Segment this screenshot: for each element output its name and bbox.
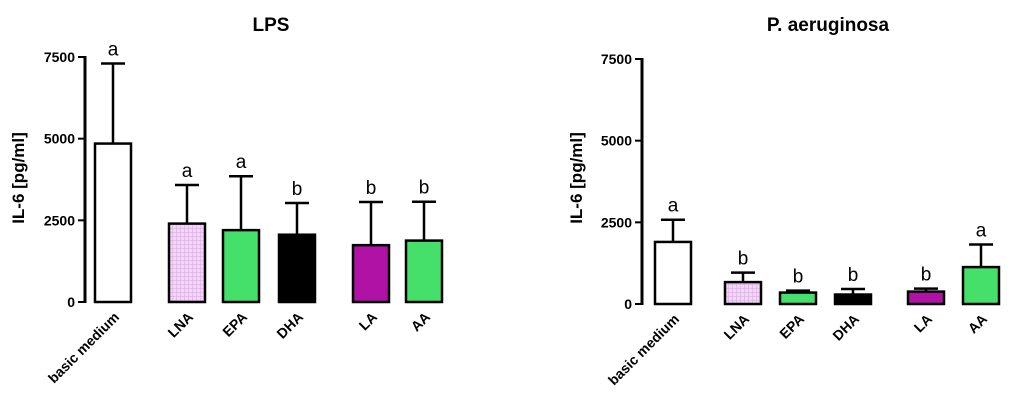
y-tick-label: 5000 bbox=[44, 131, 75, 147]
chart-title: P. aeruginosa bbox=[767, 15, 890, 36]
category-label: DHA bbox=[829, 311, 862, 344]
significance-label: b bbox=[738, 249, 749, 270]
bar-la bbox=[351, 243, 391, 304]
significance-label: b bbox=[419, 178, 430, 199]
chart-title: LPS bbox=[253, 15, 290, 36]
y-tick-label: 2500 bbox=[601, 214, 632, 230]
y-axis-label: IL-6 [pg/ml] bbox=[567, 132, 586, 224]
significance-label: b bbox=[921, 265, 932, 286]
plot-area: 0 2500 5000 7500 a basic medium a LNA a EPA b DHA b L… bbox=[44, 40, 444, 386]
bar-dha bbox=[277, 233, 317, 304]
chart-lps: LPS IL-6 [pg/ml] 0 2500 5000 7500 a basic med… bbox=[9, 15, 444, 386]
bar-basic-medium bbox=[653, 240, 693, 306]
significance-label: a bbox=[236, 152, 247, 173]
chart-p-aeruginosa: P. aeruginosa IL-6 [pg/ml] 0 2500 5000 7500… bbox=[567, 15, 1001, 388]
bar-epa bbox=[778, 291, 818, 306]
category-label: AA bbox=[407, 309, 433, 335]
bar-lna bbox=[723, 280, 763, 306]
category-label: EPA bbox=[776, 311, 807, 342]
bar-la bbox=[906, 290, 946, 306]
y-tick-label: 2500 bbox=[44, 212, 75, 228]
y-tick-label: 7500 bbox=[44, 49, 75, 65]
y-axis-label: IL-6 [pg/ml] bbox=[9, 132, 28, 224]
y-tick-label: 0 bbox=[624, 296, 632, 312]
bar-basic-medium bbox=[93, 142, 133, 304]
bar-aa bbox=[404, 239, 444, 304]
category-label: basic medium bbox=[605, 311, 682, 388]
category-label: basic medium bbox=[45, 309, 122, 386]
bar-lna bbox=[167, 222, 207, 304]
significance-label: b bbox=[848, 265, 859, 286]
category-label: LA bbox=[356, 309, 381, 334]
y-tick-label: 7500 bbox=[601, 51, 632, 67]
bar-dha bbox=[833, 293, 873, 306]
category-label: LNA bbox=[720, 311, 752, 343]
significance-label: a bbox=[182, 161, 193, 182]
significance-label: b bbox=[366, 178, 377, 199]
significance-label: b bbox=[292, 179, 303, 200]
significance-label: a bbox=[976, 221, 987, 242]
category-label: EPA bbox=[219, 309, 250, 340]
bar-epa bbox=[221, 228, 261, 304]
category-label: LNA bbox=[164, 309, 196, 341]
category-label: DHA bbox=[273, 309, 306, 342]
category-label: AA bbox=[964, 311, 990, 337]
significance-label: a bbox=[108, 40, 119, 61]
y-tick-label: 0 bbox=[67, 294, 75, 310]
y-tick-label: 5000 bbox=[601, 133, 632, 149]
plot-area: 0 2500 5000 7500 a basic medium b LNA b EPA b DHA b L… bbox=[601, 51, 1001, 388]
significance-label: a bbox=[668, 196, 679, 217]
bar-aa bbox=[961, 265, 1001, 306]
category-label: LA bbox=[911, 311, 936, 336]
significance-label: b bbox=[793, 267, 804, 288]
